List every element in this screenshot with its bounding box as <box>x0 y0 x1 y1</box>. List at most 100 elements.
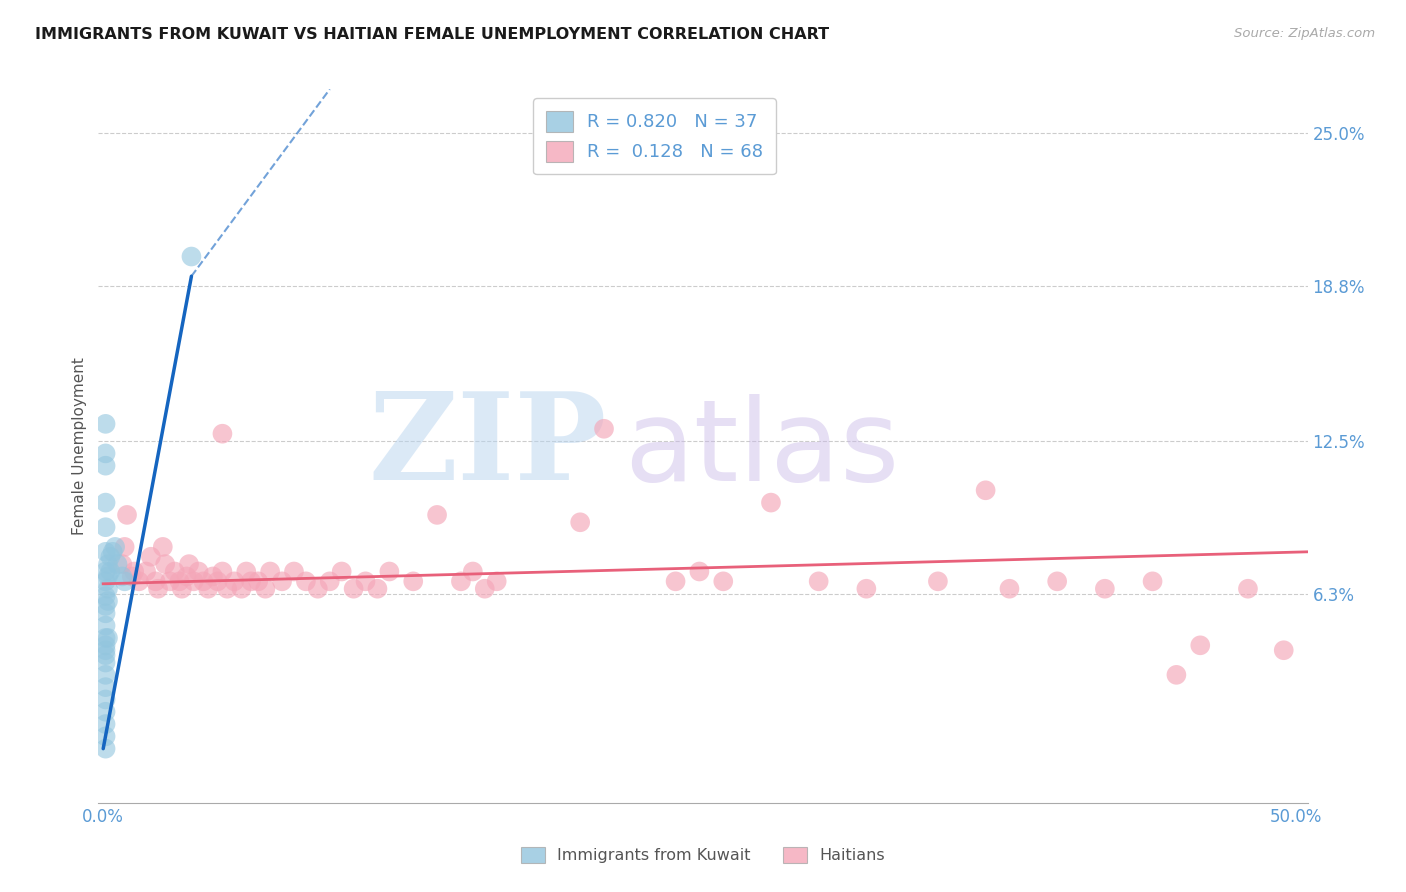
Point <box>94 648 117 662</box>
Point <box>474 582 496 596</box>
Point <box>170 582 193 596</box>
Point <box>98 565 121 579</box>
Point <box>450 574 472 589</box>
Y-axis label: Female Unemployment: Female Unemployment <box>72 357 87 535</box>
Point <box>94 417 117 431</box>
Point <box>145 574 167 589</box>
Point <box>94 520 117 534</box>
Point <box>107 557 129 571</box>
Point <box>94 607 117 621</box>
Point <box>1272 643 1295 657</box>
Point <box>807 574 830 589</box>
Point <box>180 250 202 264</box>
Point <box>94 446 117 460</box>
Point <box>94 680 117 694</box>
Point <box>426 508 449 522</box>
Point <box>855 582 877 596</box>
Point <box>688 565 710 579</box>
Point <box>94 574 117 589</box>
Point <box>115 508 138 522</box>
Point <box>283 565 305 579</box>
Point <box>122 565 145 579</box>
Point <box>159 574 181 589</box>
Point <box>569 516 592 530</box>
Point <box>295 574 318 589</box>
Point <box>111 557 134 571</box>
Point <box>235 565 257 579</box>
Point <box>211 565 233 579</box>
Point <box>366 582 388 596</box>
Point <box>271 574 294 589</box>
Point <box>94 668 117 682</box>
Point <box>94 730 117 744</box>
Point <box>94 545 117 559</box>
Point <box>231 582 253 596</box>
Point <box>94 717 117 731</box>
Point <box>1094 582 1116 596</box>
Text: Source: ZipAtlas.com: Source: ZipAtlas.com <box>1234 27 1375 40</box>
Point <box>97 594 120 608</box>
Point <box>114 574 136 589</box>
Point <box>193 574 215 589</box>
Point <box>153 557 176 571</box>
Point <box>247 574 270 589</box>
Point <box>94 565 117 579</box>
Point <box>94 599 117 613</box>
Point <box>97 631 120 645</box>
Point <box>94 705 117 719</box>
Point <box>101 545 124 559</box>
Point <box>163 565 186 579</box>
Point <box>998 582 1021 596</box>
Point <box>94 631 117 645</box>
Point <box>201 569 224 583</box>
Text: ZIP: ZIP <box>368 387 606 505</box>
Point <box>94 638 117 652</box>
Point <box>197 582 219 596</box>
Point <box>259 565 281 579</box>
Point <box>240 574 263 589</box>
Point <box>354 574 377 589</box>
Point <box>128 574 150 589</box>
Point <box>94 458 117 473</box>
Point <box>759 495 782 509</box>
Point <box>98 549 121 564</box>
Point <box>378 565 401 579</box>
Point <box>121 569 143 583</box>
Point <box>139 549 162 564</box>
Point <box>94 656 117 670</box>
Point <box>94 495 117 509</box>
Point <box>176 569 198 583</box>
Point <box>1166 668 1188 682</box>
Point <box>97 569 120 583</box>
Point <box>97 557 120 571</box>
Point <box>593 422 616 436</box>
Point <box>664 574 686 589</box>
Point <box>461 565 484 579</box>
Point <box>711 574 734 589</box>
Text: atlas: atlas <box>624 394 900 505</box>
Point <box>342 582 364 596</box>
Point <box>330 565 353 579</box>
Point <box>94 692 117 706</box>
Point <box>307 582 329 596</box>
Point <box>94 589 117 603</box>
Point <box>114 540 136 554</box>
Point <box>169 574 191 589</box>
Point <box>104 540 127 554</box>
Point <box>111 569 134 583</box>
Point <box>97 582 120 596</box>
Point <box>1237 582 1260 596</box>
Point <box>146 582 169 596</box>
Point <box>211 426 233 441</box>
Point <box>183 574 205 589</box>
Point <box>135 565 157 579</box>
Point <box>94 741 117 756</box>
Point <box>224 574 246 589</box>
Point <box>1046 574 1069 589</box>
Point <box>94 643 117 657</box>
Point <box>94 618 117 632</box>
Point <box>152 540 174 554</box>
Point <box>187 565 209 579</box>
Point <box>319 574 342 589</box>
Point <box>217 582 239 596</box>
